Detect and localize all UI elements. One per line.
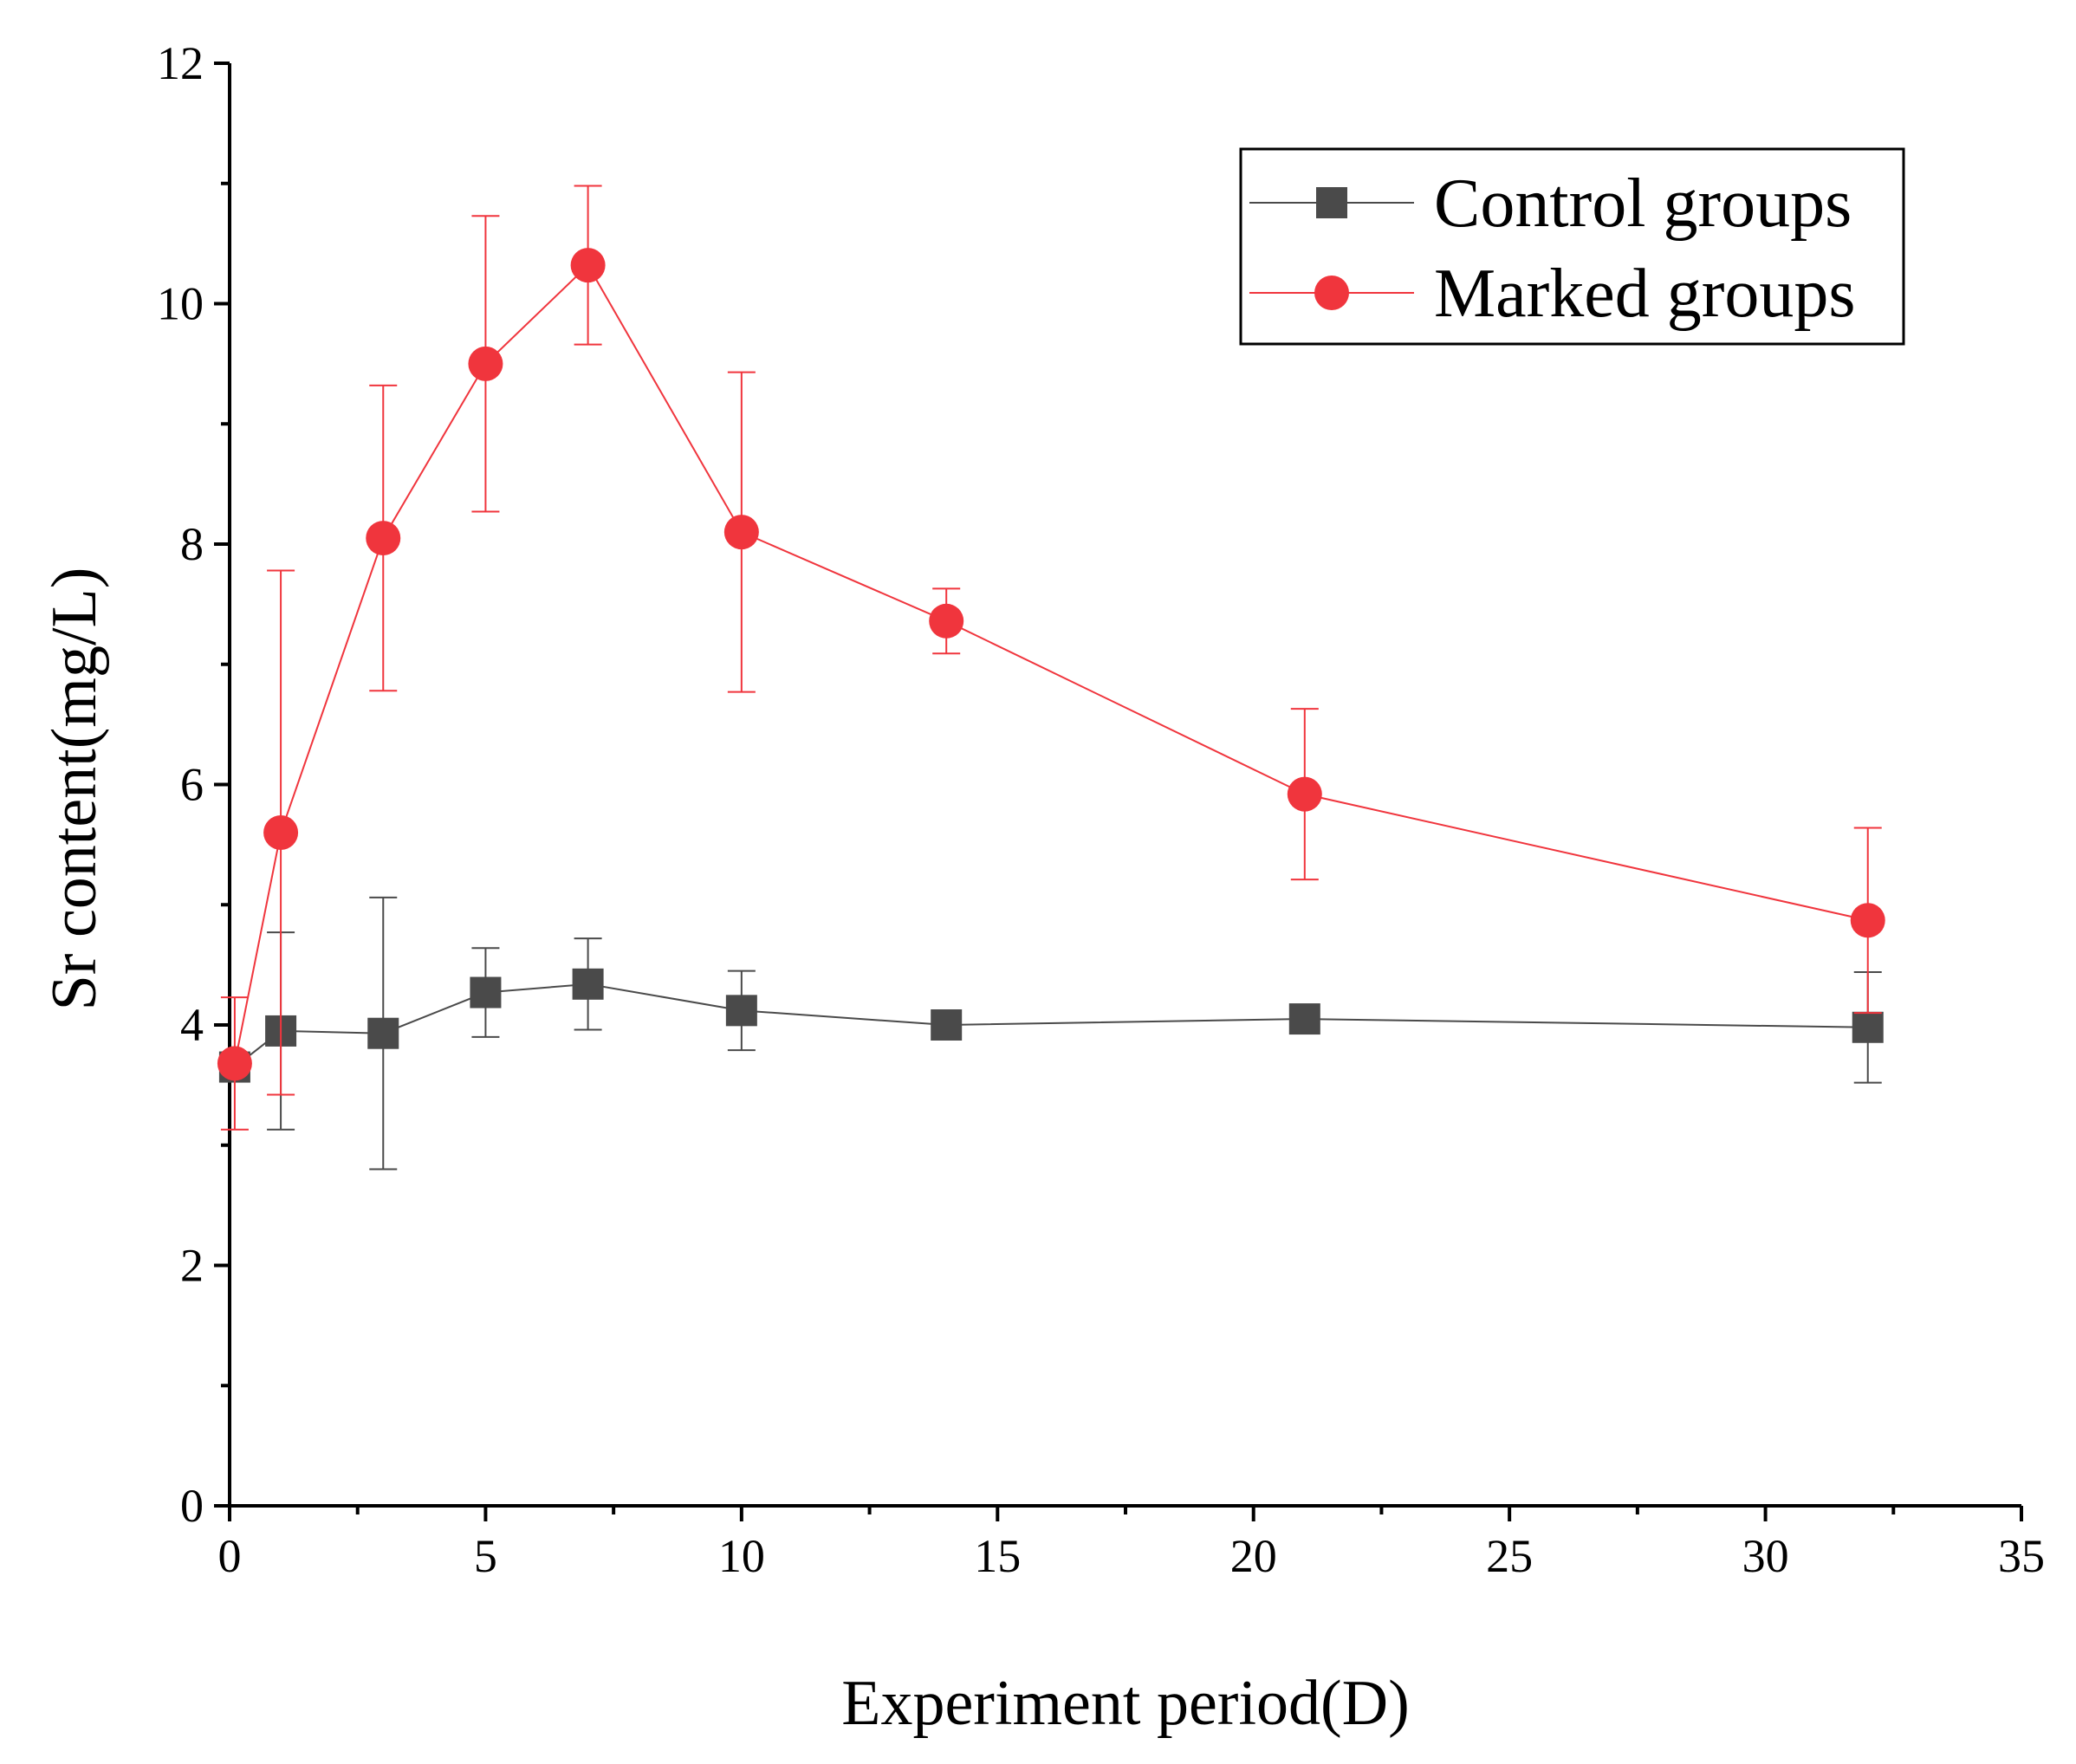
y-tick-label: 4 xyxy=(180,999,204,1051)
legend-marker xyxy=(1316,187,1347,218)
x-tick-label: 35 xyxy=(1998,1530,2045,1582)
y-tick-label: 8 xyxy=(180,518,204,570)
x-tick-label: 10 xyxy=(718,1530,765,1582)
legend-label: Control groups xyxy=(1434,165,1852,242)
data-point xyxy=(217,1046,252,1081)
legend-marker xyxy=(1314,276,1349,310)
x-tick-label: 30 xyxy=(1742,1530,1789,1582)
data-point xyxy=(1288,1003,1320,1035)
x-axis-title: Experiment period(D) xyxy=(841,1668,1410,1739)
data-point xyxy=(929,603,964,639)
data-point xyxy=(931,1009,963,1041)
y-tick-label: 6 xyxy=(180,759,204,811)
data-point xyxy=(723,515,759,550)
series-marked-groups xyxy=(217,185,1885,1131)
data-point xyxy=(1852,1011,1884,1043)
data-point xyxy=(1287,776,1322,812)
data-point xyxy=(367,1017,399,1049)
legend-item: Control groups xyxy=(1249,165,1852,242)
series-layer xyxy=(217,185,1885,1171)
y-tick-label: 2 xyxy=(180,1240,204,1292)
x-axis: 0 5 10 15 20 25 30 35 xyxy=(218,1506,2045,1582)
y-tick-label: 12 xyxy=(157,37,204,89)
data-point xyxy=(468,346,503,381)
data-point xyxy=(570,248,606,283)
data-point xyxy=(470,976,502,1008)
x-tick-label: 5 xyxy=(474,1530,497,1582)
y-tick-label: 0 xyxy=(180,1480,204,1532)
y-axis: 0 2 4 6 8 10 12 xyxy=(157,37,230,1532)
legend-item: Marked groups xyxy=(1249,256,1856,332)
x-tick-label: 0 xyxy=(218,1530,242,1582)
data-point xyxy=(366,521,401,556)
legend-label: Marked groups xyxy=(1434,256,1856,332)
y-axis-title: Sr content(mg/L) xyxy=(39,567,110,1011)
legend: Control groups Marked groups xyxy=(1239,147,1905,346)
data-point xyxy=(725,995,757,1027)
series-control-groups xyxy=(218,896,1884,1171)
legend-box xyxy=(1239,147,1905,346)
data-point xyxy=(572,968,604,1000)
data-point xyxy=(1850,903,1885,938)
x-tick-label: 20 xyxy=(1230,1530,1277,1582)
series-line xyxy=(233,263,1868,1064)
x-tick-label: 25 xyxy=(1486,1530,1533,1582)
data-point xyxy=(263,815,299,850)
y-tick-label: 10 xyxy=(157,278,204,330)
x-tick-label: 15 xyxy=(974,1530,1021,1582)
